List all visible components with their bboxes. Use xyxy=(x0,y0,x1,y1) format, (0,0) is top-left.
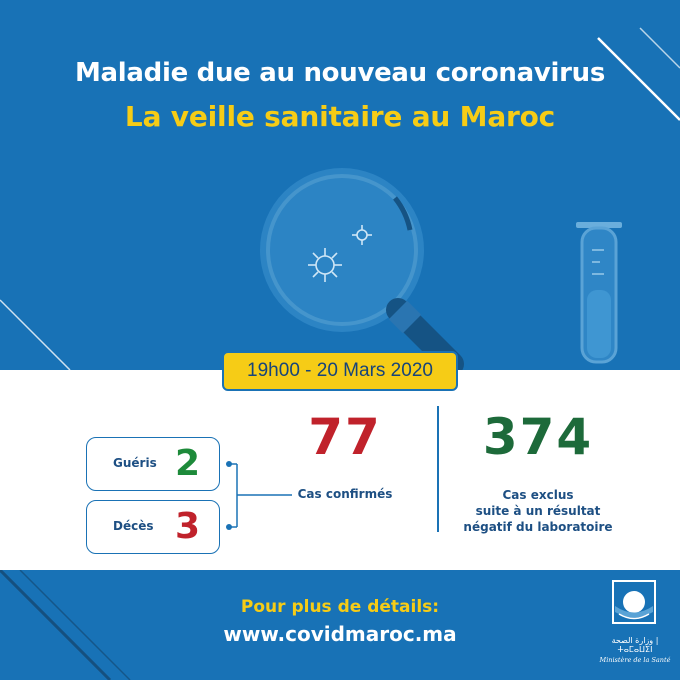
deco-line-top-right xyxy=(597,37,680,121)
stats-divider xyxy=(437,406,439,532)
cas-exclus-label: Cas exclus suite à un résultat négatif d… xyxy=(438,487,638,535)
stat-gueris-label: Guéris xyxy=(113,456,157,470)
cas-exclus-label-line: Cas exclus xyxy=(502,488,574,502)
website-link[interactable]: www.covidmaroc.ma xyxy=(223,622,457,646)
ministry-logo-icon xyxy=(612,580,656,624)
footer-area xyxy=(0,570,680,680)
header-illustration xyxy=(0,27,680,370)
deco-line-top-right-2 xyxy=(639,27,680,69)
stat-deces-label: Décès xyxy=(113,519,154,533)
cas-exclus-label-line: négatif du laboratoire xyxy=(463,520,613,534)
cas-confirmes-value: 77 xyxy=(308,408,382,466)
virus-icon xyxy=(308,225,372,282)
footer-decoration xyxy=(0,570,131,680)
cas-exclus-label-line: suite à un résultat xyxy=(475,504,601,518)
date-badge: 19h00 - 20 Mars 2020 xyxy=(222,351,458,391)
stat-deces: Décès 3 xyxy=(86,500,220,554)
ministry-name-french: Ministère de la Santé xyxy=(599,656,671,664)
title-line-1: Maladie due au nouveau coronavirus xyxy=(74,58,606,88)
ministry-name-arabic: وزارة الصحة | ⵜⴰⵎⴰⵡⵉⵏ xyxy=(611,636,659,654)
header-area: Maladie due au nouveau coronavirus La ve… xyxy=(0,27,680,370)
stat-gueris: Guéris 2 xyxy=(86,437,220,491)
cas-exclus-value: 374 xyxy=(482,408,594,466)
stat-gueris-value: 2 xyxy=(175,443,201,484)
test-tube-icon xyxy=(576,222,622,364)
stat-deces-value: 3 xyxy=(175,506,201,547)
title-line-2: La veille sanitaire au Maroc xyxy=(124,100,556,133)
deco-line-left xyxy=(0,299,71,370)
cas-confirmes-label: Cas confirmés xyxy=(297,487,393,501)
more-details-label: Pour plus de détails: xyxy=(240,597,440,617)
magnifier-icon xyxy=(260,168,464,370)
